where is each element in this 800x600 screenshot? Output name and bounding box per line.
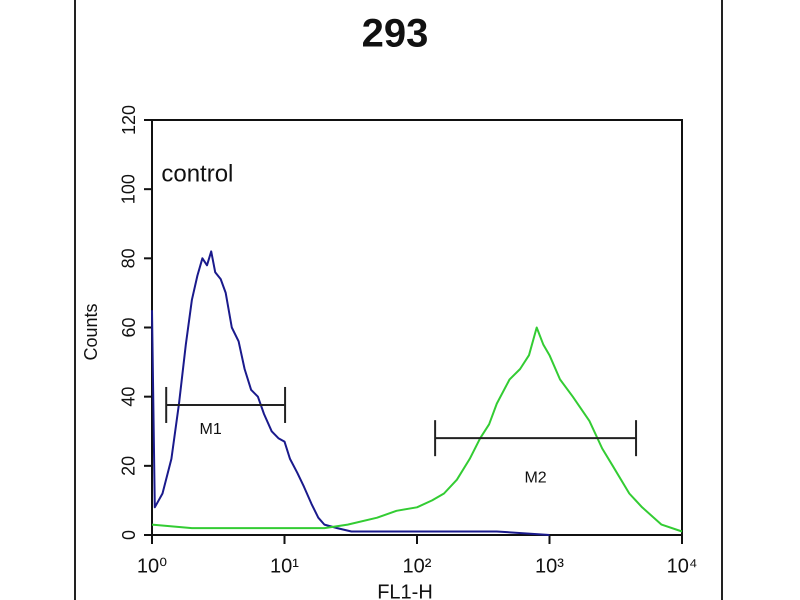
y-axis-label: Counts bbox=[81, 303, 101, 360]
histogram-line bbox=[151, 250, 550, 536]
x-tick-label: 10⁴ bbox=[667, 555, 698, 577]
y-tick-label: 40 bbox=[119, 387, 139, 407]
y-tick-label: 60 bbox=[119, 317, 139, 337]
x-tick-label: 10¹ bbox=[270, 555, 299, 577]
x-tick-label: 10⁰ bbox=[137, 555, 167, 577]
histogram-line bbox=[151, 326, 683, 533]
y-tick-label: 100 bbox=[119, 174, 139, 204]
y-tick-label: 120 bbox=[119, 105, 139, 135]
y-tick-label: 80 bbox=[119, 248, 139, 268]
chart-title: 293 bbox=[362, 12, 429, 56]
x-tick-label: 10³ bbox=[535, 555, 564, 577]
y-tick-label: 0 bbox=[119, 530, 139, 540]
marker-label: M1 bbox=[200, 421, 222, 438]
y-tick-label: 20 bbox=[119, 456, 139, 476]
annotation: control bbox=[161, 161, 233, 188]
x-tick-label: 10² bbox=[403, 555, 432, 577]
marker-label: M2 bbox=[524, 469, 546, 486]
x-axis-label: FL1-H bbox=[377, 581, 433, 600]
